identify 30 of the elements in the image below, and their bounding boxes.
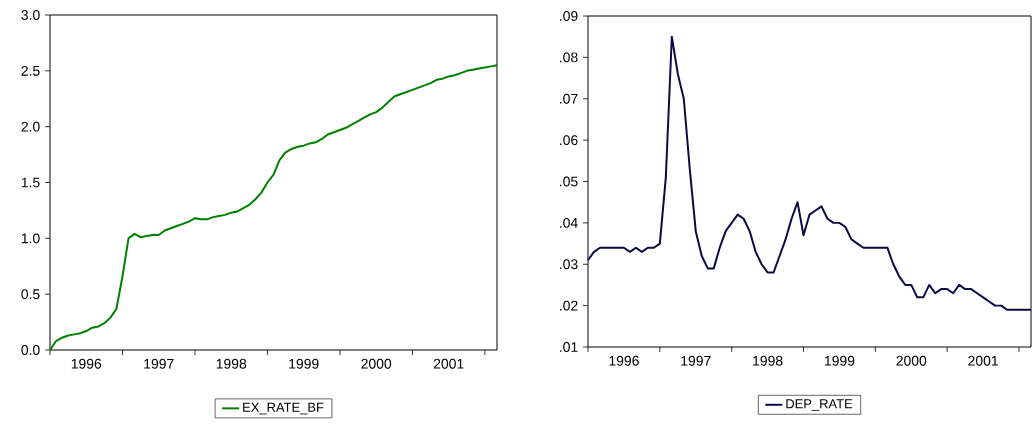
y-tick-label: 0.5 <box>21 289 40 300</box>
x-tick-label: 1998 <box>216 358 247 369</box>
y-tick-label: .06 <box>560 135 578 146</box>
y-tick-label: 1.0 <box>21 233 40 244</box>
y-tick-label: .07 <box>560 93 578 104</box>
x-tick-label: 2001 <box>433 358 464 369</box>
x-tick-label: 1996 <box>71 358 102 369</box>
x-tick-label: 2000 <box>361 358 392 369</box>
x-tick-label: 1997 <box>144 358 174 369</box>
x-tick-label: 1999 <box>289 358 319 369</box>
y-tick-label: .01 <box>560 342 578 352</box>
y-tick-label: .03 <box>560 259 578 270</box>
y-tick-label: .02 <box>560 300 578 311</box>
x-tick-label: 2001 <box>968 355 998 366</box>
x-tick-label: 1997 <box>681 355 711 366</box>
y-tick-label: 2.5 <box>21 65 40 76</box>
y-tick-label: .04 <box>560 217 578 228</box>
y-tick-label: 1.5 <box>21 177 40 188</box>
x-tick-label: 1999 <box>824 355 855 366</box>
y-tick-label: 3.0 <box>21 10 40 20</box>
x-tick-label: 1996 <box>609 355 639 366</box>
y-tick-label: .05 <box>560 176 578 187</box>
legend-label: DEP_RATE <box>786 399 853 411</box>
y-tick-label: 0.0 <box>21 345 40 355</box>
x-tick-label: 2000 <box>896 355 927 366</box>
x-tick-label: 1998 <box>753 355 783 366</box>
legend-label: EX_RATE_BF <box>243 402 324 415</box>
y-tick-label: .08 <box>560 52 578 63</box>
y-tick-label: 2.0 <box>21 121 40 132</box>
y-tick-label: .09 <box>560 11 578 21</box>
